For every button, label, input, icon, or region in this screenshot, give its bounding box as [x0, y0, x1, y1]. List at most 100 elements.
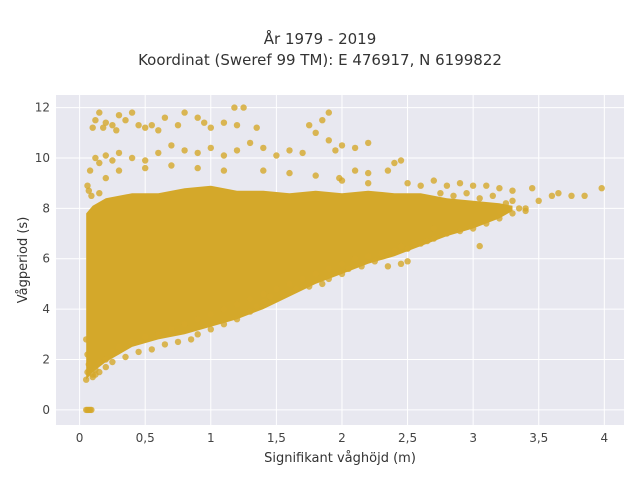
data-point — [306, 283, 313, 290]
data-point — [456, 227, 464, 235]
data-point — [319, 280, 326, 288]
data-point — [253, 124, 260, 131]
data-point — [450, 192, 457, 199]
data-point — [365, 180, 372, 187]
y-tick-label: 10 — [35, 151, 50, 165]
data-point — [417, 182, 424, 189]
x-tick-label: 2,5 — [398, 431, 417, 445]
data-point — [397, 157, 405, 164]
data-point — [509, 187, 516, 194]
data-point — [332, 147, 339, 154]
data-point — [522, 207, 529, 215]
data-point — [142, 333, 149, 340]
y-tick-label: 0 — [42, 403, 50, 417]
data-point — [292, 285, 300, 293]
data-point — [84, 351, 91, 358]
data-point — [483, 182, 490, 189]
data-point — [384, 263, 392, 270]
data-point — [404, 258, 411, 265]
data-point — [286, 280, 293, 288]
data-point — [286, 147, 293, 154]
data-point — [220, 152, 228, 159]
density-band — [86, 185, 513, 380]
data-point — [338, 270, 346, 278]
data-point — [233, 122, 241, 129]
data-point — [220, 305, 228, 313]
data-point — [483, 220, 490, 227]
data-point — [286, 169, 293, 177]
data-point — [113, 127, 120, 134]
y-tick-label: 2 — [42, 353, 50, 367]
data-point — [371, 258, 378, 265]
data-point — [135, 122, 142, 129]
data-point — [86, 167, 94, 174]
data-point — [109, 348, 116, 356]
data-point — [207, 326, 214, 333]
data-point — [194, 149, 201, 157]
data-point — [83, 376, 90, 383]
data-point — [437, 190, 444, 197]
data-point — [128, 154, 136, 162]
data-point — [338, 142, 346, 149]
data-point — [463, 190, 470, 197]
data-point — [155, 127, 162, 134]
data-point — [496, 215, 503, 222]
x-axis-ticks: 0 0,5 1 1,5 2 2,5 3 3,5 4 — [76, 431, 608, 445]
x-tick-label: 3,5 — [529, 431, 548, 445]
data-point — [365, 253, 372, 260]
data-point — [325, 265, 332, 272]
data-point — [92, 117, 99, 124]
data-point — [96, 159, 103, 167]
data-point — [174, 338, 182, 346]
data-point — [89, 373, 96, 381]
data-point — [260, 167, 267, 174]
data-point — [496, 207, 503, 215]
data-point — [312, 129, 319, 136]
chart-title: År 1979 - 2019 — [263, 30, 377, 48]
data-point — [273, 152, 280, 159]
data-point — [100, 124, 107, 131]
data-point — [109, 358, 116, 366]
data-point — [233, 147, 241, 154]
data-point — [535, 197, 542, 204]
data-point — [430, 235, 437, 242]
data-point — [168, 326, 175, 333]
data-point — [231, 104, 238, 111]
data-point — [142, 164, 149, 172]
y-axis-label: Vågperiod (s) — [16, 217, 31, 304]
data-point — [109, 122, 116, 129]
data-point — [181, 109, 188, 116]
data-point — [194, 164, 201, 172]
data-point — [430, 225, 437, 232]
data-point — [207, 311, 214, 318]
data-point — [96, 109, 103, 116]
x-tick-label: 0,5 — [136, 431, 155, 445]
data-point — [404, 245, 411, 252]
data-point — [319, 117, 326, 124]
density-area — [86, 185, 513, 380]
data-point — [142, 157, 149, 164]
data-point — [273, 285, 280, 293]
data-point — [476, 242, 483, 250]
data-point — [555, 190, 562, 197]
y-tick-label: 12 — [35, 101, 50, 115]
data-point — [515, 205, 523, 212]
data-point — [246, 308, 254, 315]
data-point — [496, 185, 503, 192]
data-point — [96, 190, 103, 197]
data-point — [246, 139, 254, 147]
data-point — [233, 300, 241, 308]
data-point — [168, 162, 175, 169]
data-point — [155, 331, 162, 338]
data-point — [88, 192, 95, 199]
data-point — [338, 177, 346, 184]
data-point — [378, 250, 385, 257]
data-point — [148, 346, 155, 353]
data-point — [338, 260, 346, 267]
data-point — [89, 124, 96, 131]
data-point — [102, 363, 110, 371]
data-point — [384, 167, 392, 174]
x-tick-label: 0 — [76, 431, 84, 445]
